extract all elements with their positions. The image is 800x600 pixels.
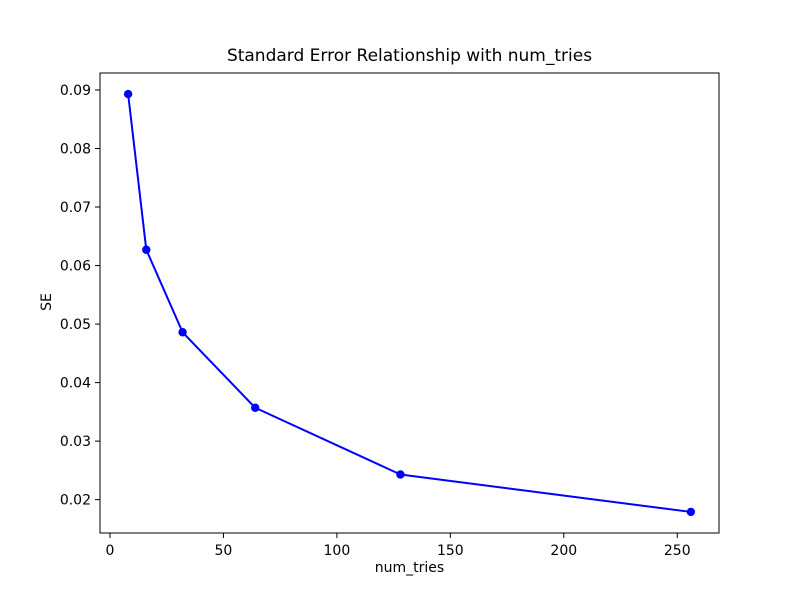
se-point [123, 89, 133, 99]
se-point [251, 403, 260, 412]
se-line [127, 93, 692, 513]
x-tick-label: 200 [550, 543, 577, 559]
se-point [396, 470, 405, 479]
x-tick-label: 50 [215, 543, 233, 559]
chart-title: Standard Error Relationship with num_tri… [226, 46, 593, 66]
y-tick-label: 0.06 [60, 259, 91, 275]
y-tick-label: 0.08 [60, 141, 91, 157]
plot-border [99, 72, 720, 534]
y-tick-label: 0.04 [60, 376, 91, 392]
y-axis-label: SE [39, 293, 55, 311]
se-point [142, 245, 151, 254]
x-tick-label: 150 [437, 543, 464, 559]
x-tick-label: 100 [324, 543, 351, 559]
se-point [178, 328, 187, 337]
y-tick-label: 0.09 [60, 83, 91, 99]
se-point [686, 507, 696, 517]
x-tick-label: 0 [106, 543, 115, 559]
y-tick-label: 0.07 [60, 200, 91, 216]
x-axis-label: num_tries [374, 560, 445, 576]
y-tick-label: 0.03 [60, 434, 91, 450]
y-tick-label: 0.02 [60, 493, 91, 509]
x-tick-label: 250 [664, 543, 691, 559]
y-tick-label: 0.05 [60, 317, 91, 333]
